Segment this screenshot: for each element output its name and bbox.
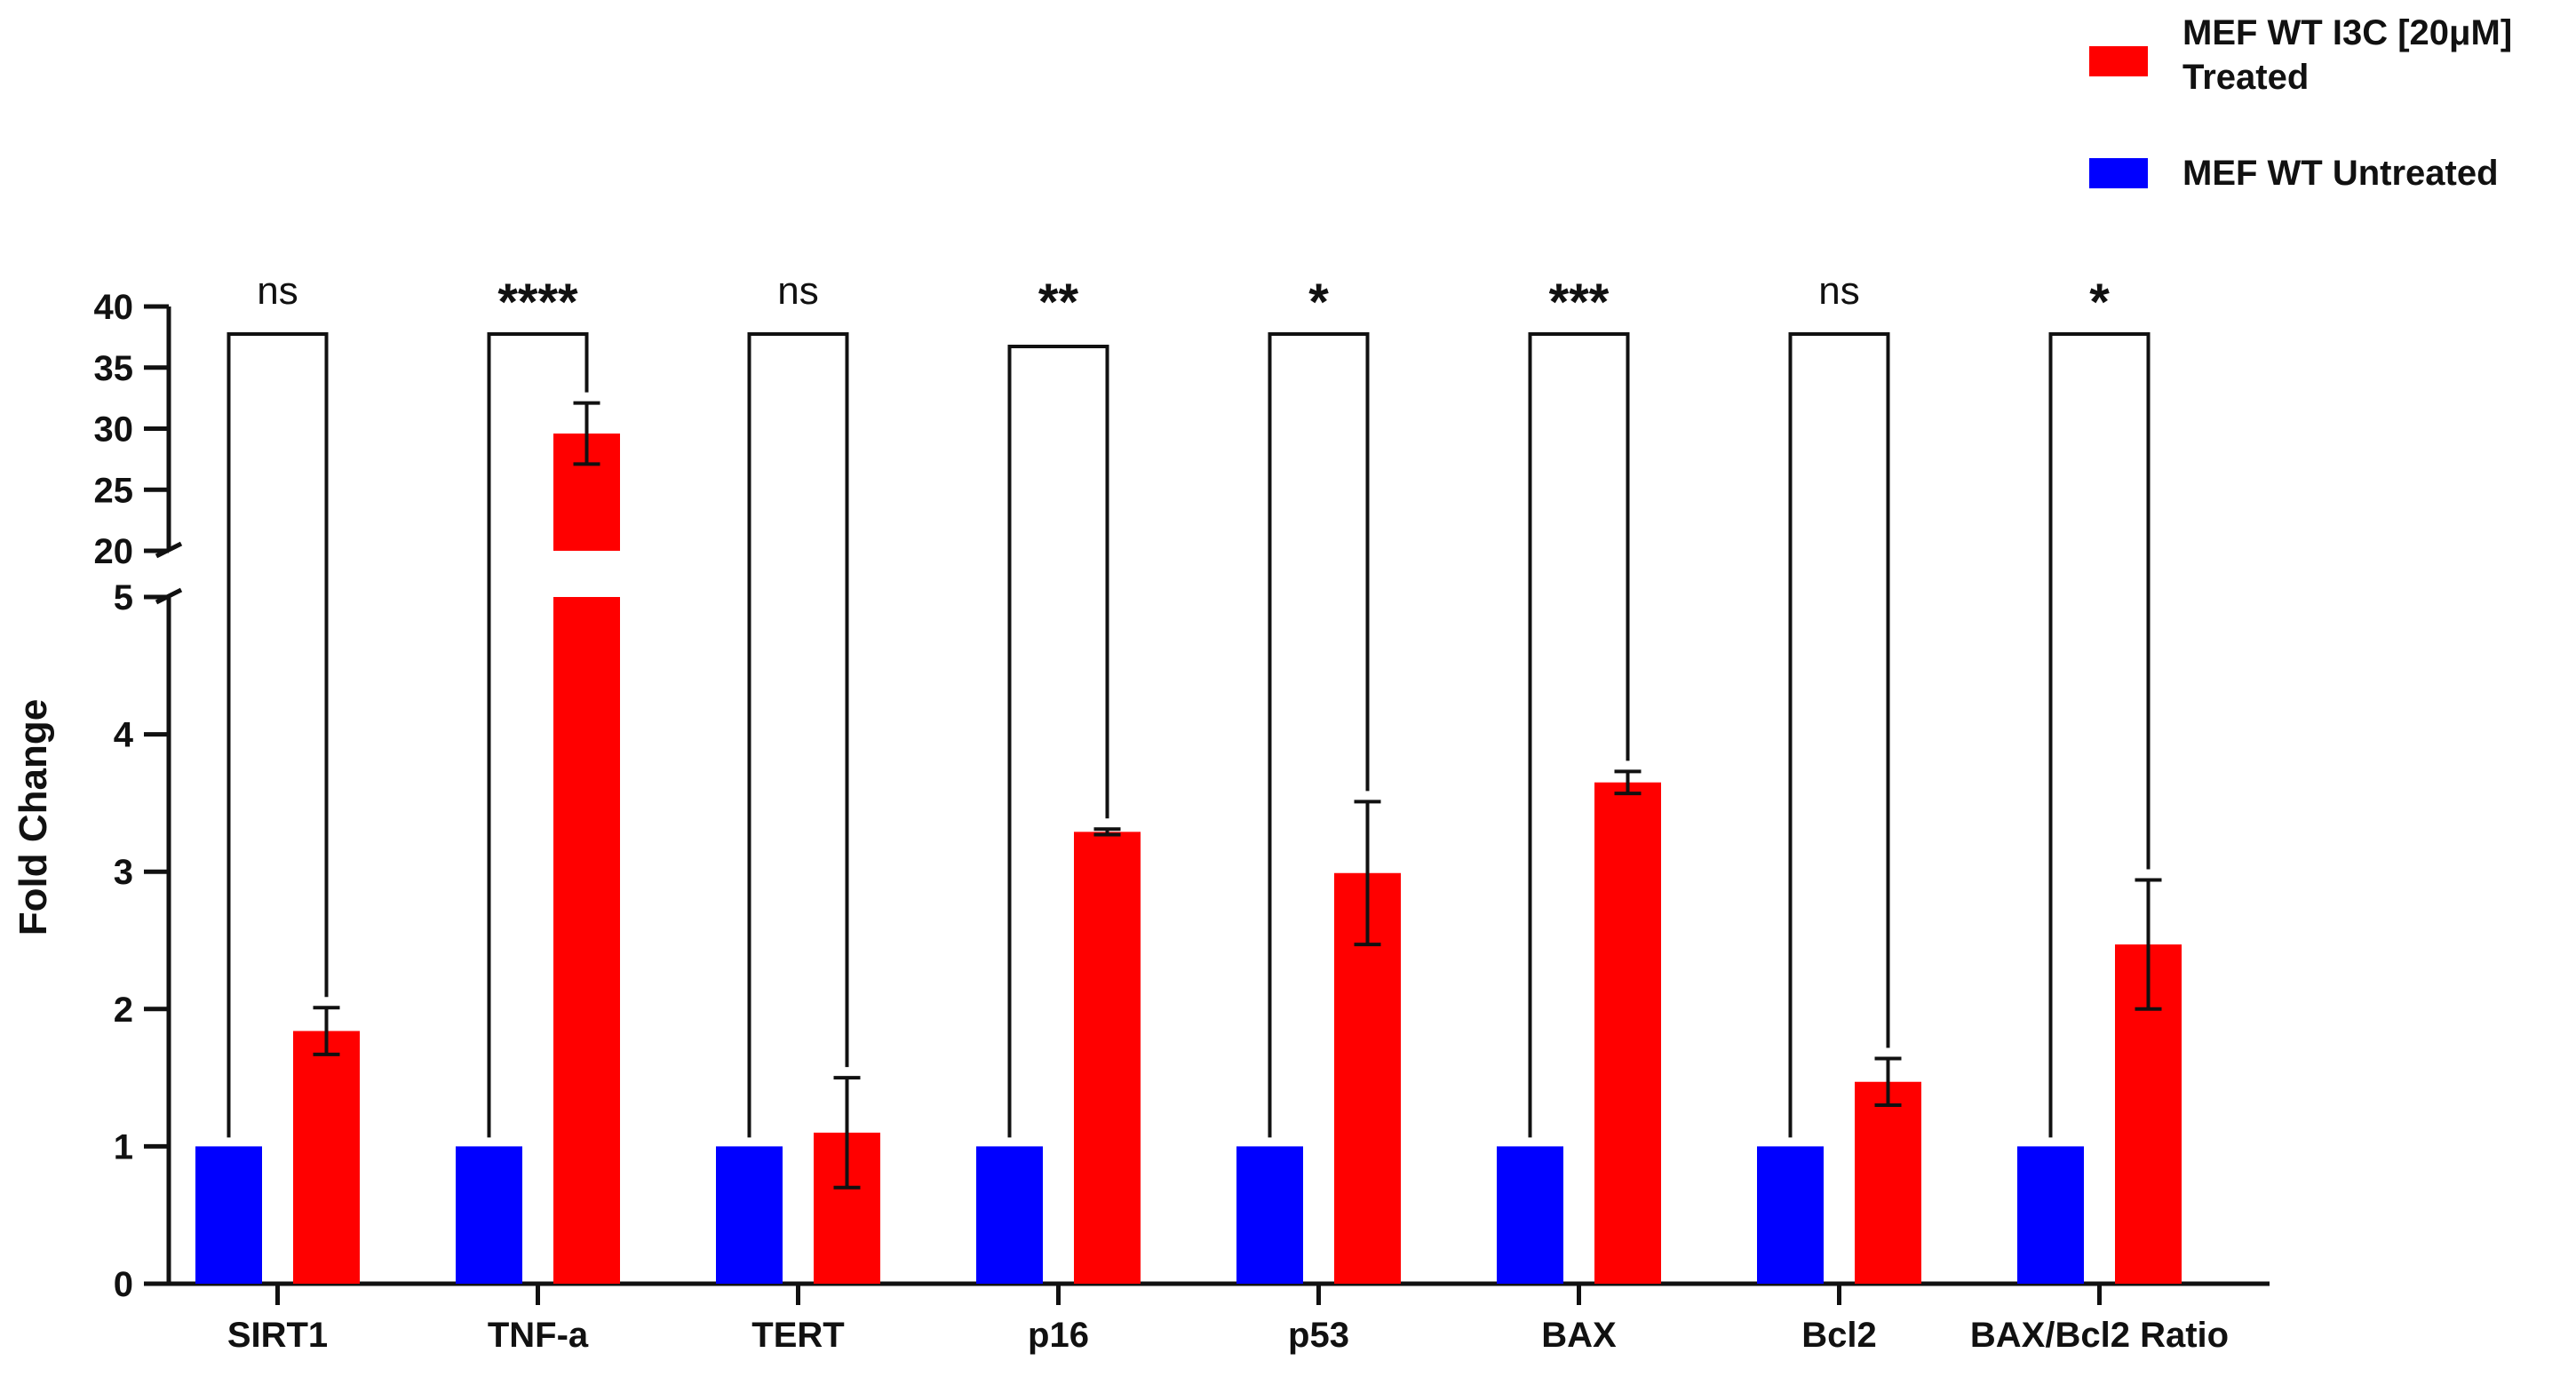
significance-bracket xyxy=(747,332,849,1138)
axes: 0 1 2 3 4 5 20 25 30 35 40 xyxy=(94,288,2270,1304)
y-tick-label: 35 xyxy=(94,349,134,388)
significance-label: ns xyxy=(257,269,298,313)
significance-label: * xyxy=(1308,274,1329,331)
legend-label: MEF WT Untreated xyxy=(2182,154,2499,193)
bar-untreated xyxy=(2017,1146,2084,1284)
significance-label: ns xyxy=(1818,269,1859,313)
significance-bracket xyxy=(2048,332,2151,1138)
x-tick-label: TNF-a xyxy=(488,1316,589,1355)
x-tick-label: TERT xyxy=(751,1316,844,1355)
x-tick-label: p53 xyxy=(1288,1316,1349,1355)
significance-bracket xyxy=(487,332,589,1138)
bar-treated xyxy=(293,1031,360,1284)
bar-untreated xyxy=(716,1146,783,1284)
bar-treated xyxy=(1594,782,1661,1284)
y-tick-label: 3 xyxy=(114,853,133,892)
significance-brackets: ns **** ns ** * *** ns * xyxy=(227,269,2151,1138)
significance-bracket xyxy=(227,332,329,1138)
x-tick-label: SIRT1 xyxy=(227,1316,328,1355)
bar-untreated xyxy=(976,1146,1043,1284)
x-tick-label: BAX/Bcl2 Ratio xyxy=(1970,1316,2229,1355)
x-tick-labels: SIRT1 TNF-a TERT p16 p53 BAX Bcl2 BAX/Bcl2 Rati… xyxy=(227,1284,2229,1355)
legend-label: MEF WT I3C [20μM] xyxy=(2182,13,2512,52)
x-tick-label: BAX xyxy=(1541,1316,1617,1355)
y-tick-label: 2 xyxy=(114,991,133,1030)
legend-swatch xyxy=(2089,46,2148,76)
bar-untreated xyxy=(1757,1146,1824,1284)
bar-treated xyxy=(1074,832,1141,1284)
y-tick-label: 4 xyxy=(114,716,134,755)
y-axis-label: Fold Change xyxy=(12,699,55,935)
legend: MEF WT I3C [20μM] Treated MEF WT Untreated xyxy=(2089,13,2512,193)
significance-label: ns xyxy=(777,269,818,313)
x-tick-label: p16 xyxy=(1028,1316,1089,1355)
bar-treated xyxy=(1855,1081,1921,1284)
legend-label: Treated xyxy=(2182,58,2309,97)
significance-bracket xyxy=(1788,332,1890,1138)
bars xyxy=(195,434,2182,1284)
y-tick-label: 1 xyxy=(114,1127,133,1166)
x-tick-label: Bcl2 xyxy=(1801,1316,1877,1355)
bar-untreated xyxy=(1497,1146,1563,1284)
y-tick-label: 5 xyxy=(114,578,133,617)
significance-bracket xyxy=(1528,332,1630,1138)
significance-bracket xyxy=(1007,345,1109,1138)
significance-label: *** xyxy=(1549,274,1610,331)
significance-label: ** xyxy=(1038,274,1079,331)
y-tick-label: 25 xyxy=(94,471,134,510)
significance-label: * xyxy=(2089,274,2110,331)
bar-untreated xyxy=(456,1146,522,1284)
bar-treated xyxy=(553,597,620,1284)
y-tick-label: 20 xyxy=(94,532,134,571)
error-bars xyxy=(313,401,2162,1190)
legend-swatch xyxy=(2089,158,2148,188)
y-tick-label: 30 xyxy=(94,410,134,450)
y-tick-label: 40 xyxy=(94,288,134,327)
significance-label: **** xyxy=(497,274,578,331)
bar-untreated xyxy=(195,1146,262,1284)
y-tick-label: 0 xyxy=(114,1265,133,1304)
bar-untreated xyxy=(1236,1146,1303,1284)
significance-bracket xyxy=(1268,332,1370,1138)
